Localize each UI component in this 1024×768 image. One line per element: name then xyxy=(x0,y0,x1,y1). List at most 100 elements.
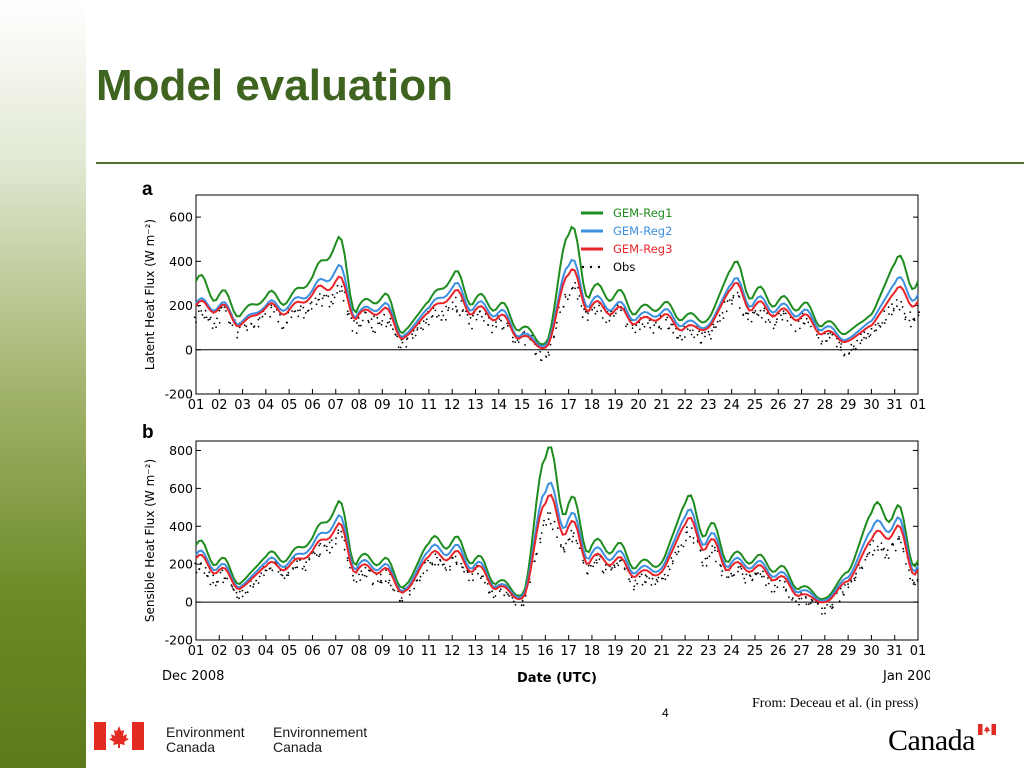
obs-point xyxy=(331,293,334,296)
obs-point xyxy=(378,322,381,325)
obs-point xyxy=(548,354,550,356)
obs-point xyxy=(540,359,543,362)
obs-point xyxy=(389,324,392,326)
obs-point xyxy=(576,298,579,300)
obs-point xyxy=(705,564,708,567)
obs-point xyxy=(767,319,770,321)
obs-point xyxy=(491,331,493,334)
obs-point xyxy=(461,310,464,313)
obs-point xyxy=(655,578,658,581)
obs-point xyxy=(757,572,759,574)
y-tick-label: 600 xyxy=(169,481,193,496)
obs-point xyxy=(721,312,724,314)
obs-point xyxy=(560,544,562,546)
obs-point xyxy=(235,591,238,594)
obs-point xyxy=(321,297,324,300)
x-tick-label: 20 xyxy=(630,398,647,413)
obs-point xyxy=(728,299,731,301)
x-tick-label: 08 xyxy=(351,398,368,413)
obs-point xyxy=(539,541,542,544)
obs-point xyxy=(763,575,765,578)
obs-point xyxy=(270,306,272,309)
obs-point xyxy=(747,318,749,321)
obs-point xyxy=(641,583,644,586)
obs-point xyxy=(562,546,565,549)
obs-point xyxy=(471,327,473,330)
obs-point xyxy=(563,548,565,551)
obs-point xyxy=(439,558,441,561)
obs-point xyxy=(481,315,483,318)
obs-point xyxy=(427,559,429,562)
obs-point xyxy=(555,327,557,329)
obs-point xyxy=(449,569,451,571)
obs-point xyxy=(483,320,485,322)
obs-point xyxy=(586,319,589,321)
obs-point xyxy=(611,567,613,569)
obs-point xyxy=(684,336,686,338)
obs-point xyxy=(800,597,803,600)
obs-point xyxy=(873,330,876,332)
obs-point xyxy=(848,352,851,354)
obs-point xyxy=(241,595,244,598)
obs-point xyxy=(283,577,286,580)
obs-point xyxy=(747,312,750,315)
obs-point xyxy=(419,575,422,578)
y-tick-label: 0 xyxy=(185,342,193,357)
obs-point xyxy=(629,580,631,583)
obs-point xyxy=(431,563,434,566)
obs-point xyxy=(645,575,648,578)
obs-point xyxy=(674,551,677,554)
obs-point xyxy=(244,591,247,594)
obs-point xyxy=(281,574,284,577)
obs-point xyxy=(896,305,898,308)
obs-point xyxy=(315,554,318,556)
obs-point xyxy=(716,320,719,323)
x-tick-label: 02 xyxy=(211,398,228,413)
obs-point xyxy=(570,529,573,532)
obs-point xyxy=(361,319,364,322)
obs-point xyxy=(656,580,659,583)
obs-point xyxy=(422,328,424,331)
obs-point xyxy=(784,312,787,315)
obs-point xyxy=(598,558,601,561)
x-tick-label: 16 xyxy=(537,644,554,659)
obs-point xyxy=(556,536,558,538)
obs-point xyxy=(769,321,771,323)
obs-point xyxy=(581,316,584,319)
obs-point xyxy=(314,297,317,300)
obs-point xyxy=(491,324,494,327)
obs-point xyxy=(193,316,196,319)
obs-point xyxy=(495,325,498,328)
obs-point xyxy=(484,581,486,584)
obs-point xyxy=(328,541,331,544)
obs-point xyxy=(330,300,333,303)
obs-point xyxy=(218,322,221,324)
obs-point xyxy=(441,563,444,566)
obs-point xyxy=(840,349,842,351)
obs-point xyxy=(821,607,823,610)
obs-point xyxy=(358,573,360,576)
obs-point xyxy=(221,569,224,572)
obs-point xyxy=(719,564,721,566)
obs-point xyxy=(313,552,316,555)
obs-point xyxy=(861,566,863,569)
obs-point xyxy=(291,310,293,312)
obs-point xyxy=(296,560,298,563)
obs-point xyxy=(340,285,343,288)
obs-point xyxy=(639,328,641,331)
obs-point xyxy=(725,310,728,313)
obs-point xyxy=(261,315,264,318)
obs-point xyxy=(491,590,493,593)
obs-point xyxy=(346,310,349,313)
obs-point xyxy=(469,316,472,319)
obs-point xyxy=(388,579,391,582)
obs-point xyxy=(547,512,549,514)
obs-point xyxy=(692,542,695,544)
chart-legend: GEM-Reg1 GEM-Reg2 GEM-Reg3 Obs xyxy=(581,206,672,274)
obs-point xyxy=(600,310,602,312)
obs-point xyxy=(852,345,855,348)
obs-point xyxy=(374,331,376,334)
obs-point xyxy=(507,325,509,327)
obs-point xyxy=(719,320,721,322)
